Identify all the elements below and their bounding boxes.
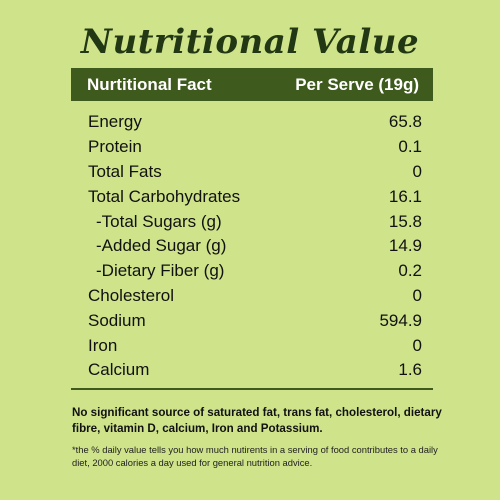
table-row: Total Carbohydrates 16.1 [88,184,422,209]
row-value: 0 [412,161,422,181]
row-label: -Total Sugars (g) [96,211,222,231]
row-label: Protein [88,137,142,157]
table-row: Calcium 1.6 [88,358,422,383]
table-row: -Total Sugars (g) 15.8 [88,209,422,234]
row-label: -Dietary Fiber (g) [96,261,225,281]
table-header: Nurtitional Fact Per Serve (19g) [71,68,433,101]
row-label: Calcium [88,360,150,380]
disclaimer-note: No significant source of saturated fat, … [72,406,442,435]
table-row: Sodium 594.9 [88,308,422,333]
header-serve-label: Per Serve (19g) [295,74,419,94]
row-value: 594.9 [379,310,422,330]
table-row: Cholesterol 0 [88,284,422,309]
table-bottom-divider [71,388,433,390]
page-title: Nutritional Value [80,22,420,62]
row-value: 14.9 [388,236,422,256]
row-value: 0 [412,285,422,305]
row-label: Energy [88,112,142,132]
table-row: -Added Sugar (g) 14.9 [88,234,422,259]
row-value: 16.1 [388,186,422,206]
table-row: Iron 0 [88,333,422,358]
row-label: Total Carbohydrates [88,186,241,206]
row-value: 65.8 [388,112,422,132]
table-row: Total Fats 0 [88,160,422,185]
row-label: Iron [88,335,118,355]
nutrition-table: Energy 65.8 Protein 0.1 Total Fats 0 Tot… [88,110,422,383]
header-fact-label: Nurtitional Fact [87,74,212,94]
table-row: -Dietary Fiber (g) 0.2 [88,259,422,284]
daily-value-footnote: *the % daily value tells you how much nu… [72,444,438,468]
row-label: -Added Sugar (g) [96,236,227,256]
table-row: Protein 0.1 [88,135,422,160]
row-value: 0.2 [398,261,422,281]
row-label: Sodium [88,310,146,330]
row-value: 1.6 [398,360,422,380]
row-value: 0 [412,335,422,355]
row-value: 0.1 [398,137,422,157]
row-label: Total Fats [88,161,162,181]
row-label: Cholesterol [88,285,174,305]
table-row: Energy 65.8 [88,110,422,135]
row-value: 15.8 [388,211,422,231]
